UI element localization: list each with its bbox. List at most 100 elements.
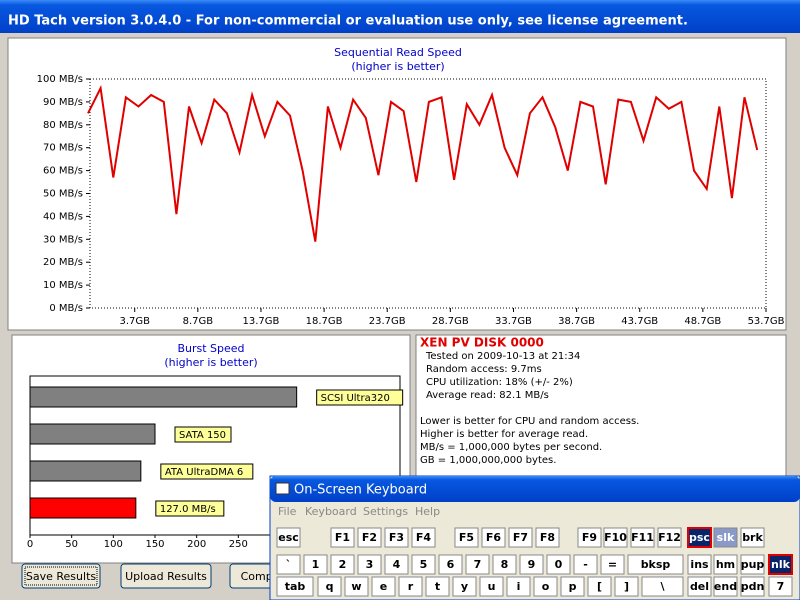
key[interactable]: e <box>372 577 395 596</box>
key-label[interactable]: [ <box>597 580 602 593</box>
key[interactable]: F8 <box>536 528 559 547</box>
key[interactable]: brk <box>741 528 764 547</box>
key[interactable]: del <box>688 577 711 596</box>
key[interactable]: ] <box>615 577 638 596</box>
key-label[interactable]: end <box>714 580 737 593</box>
key[interactable]: end <box>714 577 737 596</box>
button-label[interactable]: Upload Results <box>125 570 207 583</box>
key-label[interactable]: w <box>351 580 361 593</box>
key[interactable]: F9 <box>578 528 601 547</box>
key-label[interactable]: 1 <box>312 558 320 571</box>
key-label[interactable]: r <box>408 580 414 593</box>
key-label[interactable]: 4 <box>393 558 401 571</box>
key[interactable]: psc <box>688 528 711 547</box>
menu-item[interactable]: Help <box>415 505 440 518</box>
menu-item[interactable]: Keyboard <box>305 505 357 518</box>
key-label[interactable]: bksp <box>641 558 671 571</box>
key-label[interactable]: F3 <box>389 531 404 544</box>
key-label[interactable]: 3 <box>366 558 374 571</box>
key-label[interactable]: u <box>488 580 496 593</box>
key[interactable]: F11 <box>631 528 654 547</box>
key-label[interactable]: ` <box>286 558 292 571</box>
key[interactable]: q <box>318 577 341 596</box>
key[interactable]: slk <box>714 528 737 547</box>
key-label[interactable]: q <box>326 580 334 593</box>
key-label[interactable]: tab <box>285 580 306 593</box>
key[interactable]: 8 <box>493 555 516 574</box>
key-label[interactable]: slk <box>717 531 735 544</box>
key-label[interactable]: 0 <box>555 558 563 571</box>
menu-item[interactable]: File <box>278 505 297 518</box>
key-label[interactable]: 5 <box>420 558 428 571</box>
key[interactable]: 7 <box>466 555 489 574</box>
key-label[interactable]: e <box>380 580 387 593</box>
key-label[interactable]: 7 <box>474 558 482 571</box>
key[interactable]: F6 <box>482 528 505 547</box>
key-label[interactable]: hm <box>716 558 735 571</box>
key[interactable]: ` <box>277 555 300 574</box>
key[interactable]: p <box>561 577 584 596</box>
key[interactable]: y <box>453 577 476 596</box>
key[interactable]: F4 <box>412 528 435 547</box>
key[interactable]: = <box>601 555 624 574</box>
key[interactable]: 2 <box>331 555 354 574</box>
key[interactable]: o <box>534 577 557 596</box>
key[interactable]: 0 <box>547 555 570 574</box>
key[interactable]: 7 <box>769 577 792 596</box>
key-label[interactable]: psc <box>689 531 710 544</box>
key-label[interactable]: F4 <box>416 531 432 544</box>
key-label[interactable]: brk <box>742 531 763 544</box>
key-label[interactable]: F2 <box>362 531 377 544</box>
key[interactable]: bksp <box>628 555 683 574</box>
key[interactable]: 9 <box>520 555 543 574</box>
key[interactable]: \ <box>642 577 683 596</box>
key-label[interactable]: F7 <box>513 531 528 544</box>
key-label[interactable]: F9 <box>582 531 597 544</box>
key-label[interactable]: pup <box>741 558 765 571</box>
key-label[interactable]: 9 <box>528 558 536 571</box>
key[interactable]: 6 <box>439 555 462 574</box>
key[interactable]: F5 <box>455 528 478 547</box>
key[interactable]: F7 <box>509 528 532 547</box>
key-label[interactable]: i <box>517 580 521 593</box>
key-label[interactable]: t <box>435 580 440 593</box>
key-label[interactable]: ] <box>624 580 629 593</box>
key-label[interactable]: F10 <box>604 531 627 544</box>
button-label[interactable]: Save Results <box>26 570 96 583</box>
key-label[interactable]: y <box>461 580 468 593</box>
key-label[interactable]: pdn <box>741 580 765 593</box>
key[interactable]: 4 <box>385 555 408 574</box>
key[interactable]: r <box>399 577 422 596</box>
key[interactable]: esc <box>277 528 300 547</box>
key-label[interactable]: F6 <box>486 531 502 544</box>
key-label[interactable]: nlk <box>771 558 791 571</box>
key-label[interactable]: F11 <box>631 531 654 544</box>
key-label[interactable]: 7 <box>777 580 785 593</box>
key[interactable]: F12 <box>658 528 681 547</box>
key-label[interactable]: 6 <box>447 558 455 571</box>
key[interactable]: 1 <box>304 555 327 574</box>
key[interactable]: nlk <box>769 555 792 574</box>
key-label[interactable]: F12 <box>658 531 681 544</box>
key[interactable]: hm <box>714 555 737 574</box>
key[interactable]: - <box>574 555 597 574</box>
key-label[interactable]: del <box>690 580 709 593</box>
key[interactable]: F1 <box>331 528 354 547</box>
key[interactable]: F10 <box>604 528 627 547</box>
key[interactable]: w <box>345 577 368 596</box>
key[interactable]: F2 <box>358 528 381 547</box>
key-label[interactable]: F8 <box>540 531 555 544</box>
key-label[interactable]: - <box>583 558 588 571</box>
key[interactable]: pup <box>741 555 765 574</box>
key[interactable]: [ <box>588 577 611 596</box>
key[interactable]: t <box>426 577 449 596</box>
menu-item[interactable]: Settings <box>363 505 408 518</box>
key[interactable]: tab <box>277 577 313 596</box>
key-label[interactable]: o <box>542 580 550 593</box>
key-label[interactable]: F1 <box>335 531 350 544</box>
key[interactable]: i <box>507 577 530 596</box>
key[interactable]: ins <box>688 555 711 574</box>
key-label[interactable]: 2 <box>339 558 347 571</box>
key[interactable]: pdn <box>741 577 765 596</box>
key[interactable]: u <box>480 577 503 596</box>
